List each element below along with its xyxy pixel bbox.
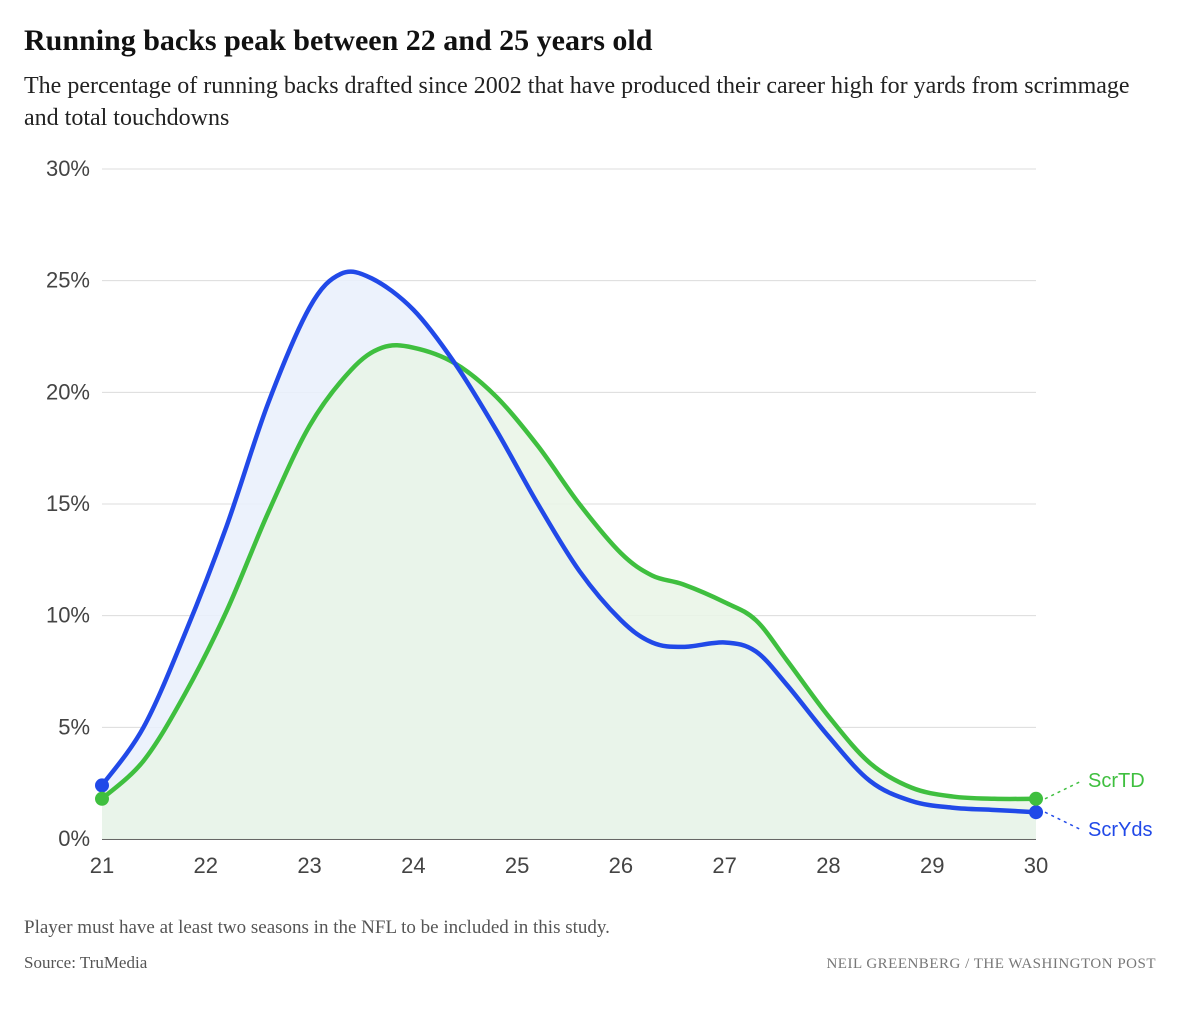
chart-plot-area: 0% 5% 10% 15% 20% 25% 30% ScrYds ScrTD 21 22 23 24 25…: [24, 159, 1156, 899]
chart-title: Running backs peak between 22 and 25 yea…: [24, 24, 1156, 58]
chart-credit: NEIL GREENBERG / THE WASHINGTON POST: [826, 956, 1156, 973]
svg-text:27: 27: [712, 853, 736, 878]
svg-text:ScrYds: ScrYds: [1088, 819, 1152, 841]
svg-text:25: 25: [505, 853, 529, 878]
chart-container: Running backs peak between 22 and 25 yea…: [24, 24, 1156, 973]
svg-text:20%: 20%: [46, 379, 90, 404]
svg-text:28: 28: [816, 853, 840, 878]
svg-text:22: 22: [194, 853, 218, 878]
svg-text:24: 24: [401, 853, 425, 878]
chart-subtitle: The percentage of running backs drafted …: [24, 70, 1156, 135]
svg-text:23: 23: [297, 853, 321, 878]
svg-text:15%: 15%: [46, 491, 90, 516]
svg-text:29: 29: [920, 853, 944, 878]
chart-source-row: Source: TruMedia NEIL GREENBERG / THE WA…: [24, 953, 1156, 973]
svg-text:26: 26: [609, 853, 633, 878]
svg-text:0%: 0%: [58, 826, 90, 851]
svg-text:30: 30: [1024, 853, 1048, 878]
chart-svg: 0% 5% 10% 15% 20% 25% 30% ScrYds ScrTD 21 22 23 24 25…: [24, 159, 1156, 899]
svg-text:ScrTD: ScrTD: [1088, 770, 1145, 792]
svg-text:10%: 10%: [46, 602, 90, 627]
svg-text:25%: 25%: [46, 267, 90, 292]
svg-text:30%: 30%: [46, 159, 90, 181]
svg-text:5%: 5%: [58, 714, 90, 739]
chart-footnote: Player must have at least two seasons in…: [24, 917, 1156, 939]
chart-source: Source: TruMedia: [24, 953, 147, 973]
svg-text:21: 21: [90, 853, 114, 878]
